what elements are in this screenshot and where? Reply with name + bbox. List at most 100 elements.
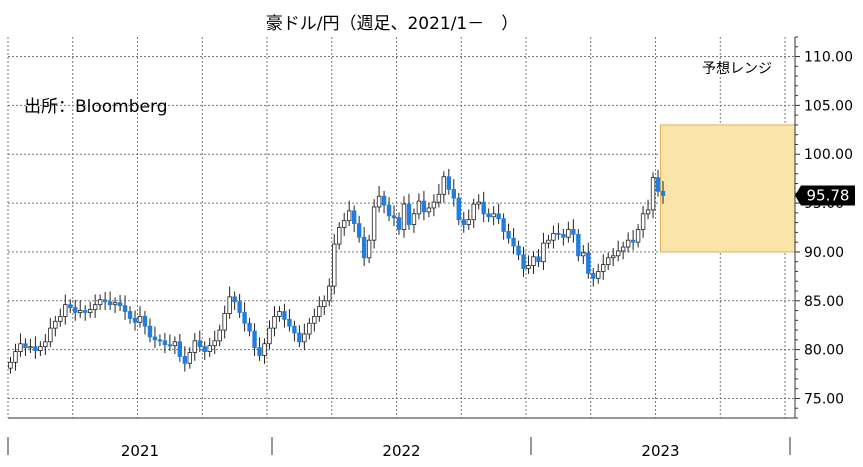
candle-body bbox=[431, 201, 437, 209]
candle-body bbox=[87, 309, 93, 313]
candle-body bbox=[43, 341, 48, 348]
badge-shape bbox=[795, 185, 855, 206]
candle-body bbox=[466, 219, 471, 225]
y-tick-label: 100.00 bbox=[804, 147, 853, 163]
candle-body bbox=[645, 209, 651, 215]
candle-body bbox=[356, 223, 362, 238]
candle-body bbox=[217, 329, 222, 342]
candle-body bbox=[571, 229, 576, 235]
candle-body bbox=[292, 325, 297, 334]
candle-body bbox=[620, 246, 626, 252]
candle-body bbox=[257, 347, 262, 356]
candle-body bbox=[78, 310, 83, 313]
candle-body bbox=[157, 339, 163, 342]
y-axis: 110.00105.00100.0095.0090.0085.0080.0075… bbox=[794, 36, 853, 419]
candle-body bbox=[252, 330, 257, 349]
x-tick-label: 2021 bbox=[121, 442, 159, 460]
candle-body bbox=[297, 332, 302, 343]
candle-body bbox=[346, 210, 352, 222]
candle-body bbox=[476, 201, 481, 205]
candle-body bbox=[556, 232, 561, 235]
y-tick-label: 90.00 bbox=[804, 245, 844, 261]
candle-body bbox=[48, 327, 53, 343]
y-tick-label: 80.00 bbox=[804, 343, 844, 359]
candle-body bbox=[152, 336, 158, 341]
candle-body bbox=[361, 236, 367, 259]
candle-body bbox=[406, 203, 412, 225]
candle-body bbox=[486, 213, 491, 218]
candle-body bbox=[610, 255, 616, 259]
candle-body bbox=[640, 213, 646, 230]
candle-body bbox=[491, 213, 496, 218]
candle-body bbox=[650, 177, 656, 211]
candle-body bbox=[635, 229, 641, 243]
candle-body bbox=[471, 203, 476, 221]
candle-body bbox=[287, 318, 292, 327]
candle-body bbox=[312, 315, 317, 324]
candle-body bbox=[222, 313, 227, 331]
candle-body bbox=[551, 232, 556, 241]
candle-body bbox=[660, 190, 666, 196]
candle-body bbox=[481, 201, 486, 215]
candle-body bbox=[561, 233, 566, 238]
candle-body bbox=[247, 322, 252, 332]
candle-body bbox=[511, 237, 516, 247]
candle-body bbox=[68, 304, 73, 309]
candle-body bbox=[521, 254, 526, 269]
candle-body bbox=[92, 304, 98, 310]
candle-body bbox=[33, 346, 38, 351]
candle-body bbox=[282, 311, 287, 320]
candle-body bbox=[506, 231, 511, 239]
x-tick-label: 2022 bbox=[382, 442, 420, 460]
candle-body bbox=[461, 219, 466, 225]
candle-body bbox=[23, 343, 28, 349]
candle-body bbox=[342, 220, 347, 228]
candle-body bbox=[242, 312, 247, 324]
y-tick-label: 85.00 bbox=[804, 294, 844, 310]
candle-body bbox=[182, 356, 188, 364]
candle-body bbox=[53, 320, 58, 329]
y-tick-label: 110.00 bbox=[804, 50, 853, 66]
candle-body bbox=[177, 341, 183, 357]
candle-body bbox=[625, 239, 631, 248]
candle-body bbox=[327, 285, 332, 302]
candle-body bbox=[391, 215, 397, 219]
candle-body bbox=[112, 302, 118, 306]
candle-body bbox=[441, 176, 447, 195]
candle-body bbox=[446, 176, 452, 190]
candle-body bbox=[147, 325, 153, 338]
candle-body bbox=[117, 302, 123, 307]
x-axis: 2021 2022 2023 bbox=[7, 417, 795, 460]
x-tick-label: 2023 bbox=[641, 442, 679, 460]
candle-body bbox=[436, 193, 442, 203]
candle-body bbox=[8, 361, 13, 369]
candle-body bbox=[132, 317, 138, 323]
candle-body bbox=[501, 218, 506, 232]
y-tick-label: 75.00 bbox=[804, 391, 844, 407]
candle-body bbox=[13, 351, 18, 363]
current-price-value: 95.78 bbox=[807, 186, 850, 204]
candle-body bbox=[630, 239, 636, 243]
candle-body bbox=[337, 227, 342, 245]
forecast-range-label: 予想レンジ bbox=[702, 61, 772, 77]
candle-body bbox=[307, 322, 312, 335]
candle-body bbox=[38, 346, 43, 351]
candle-body bbox=[655, 177, 661, 192]
candle-body bbox=[546, 239, 551, 244]
candle-body bbox=[172, 341, 178, 347]
forecast-range-box bbox=[660, 124, 796, 253]
candle-body bbox=[167, 344, 173, 347]
candle-body bbox=[541, 242, 546, 263]
candle-body bbox=[416, 200, 422, 215]
candle-body bbox=[227, 296, 232, 314]
candle-body bbox=[426, 207, 432, 213]
candle-body bbox=[212, 340, 217, 347]
candle-body bbox=[277, 311, 282, 317]
candle-body bbox=[142, 315, 148, 327]
candle-body bbox=[197, 340, 202, 348]
candle-body bbox=[192, 340, 197, 353]
candle-body bbox=[102, 299, 108, 303]
candle-body bbox=[202, 346, 207, 352]
candle-body bbox=[97, 299, 103, 306]
candle-body bbox=[536, 256, 541, 263]
